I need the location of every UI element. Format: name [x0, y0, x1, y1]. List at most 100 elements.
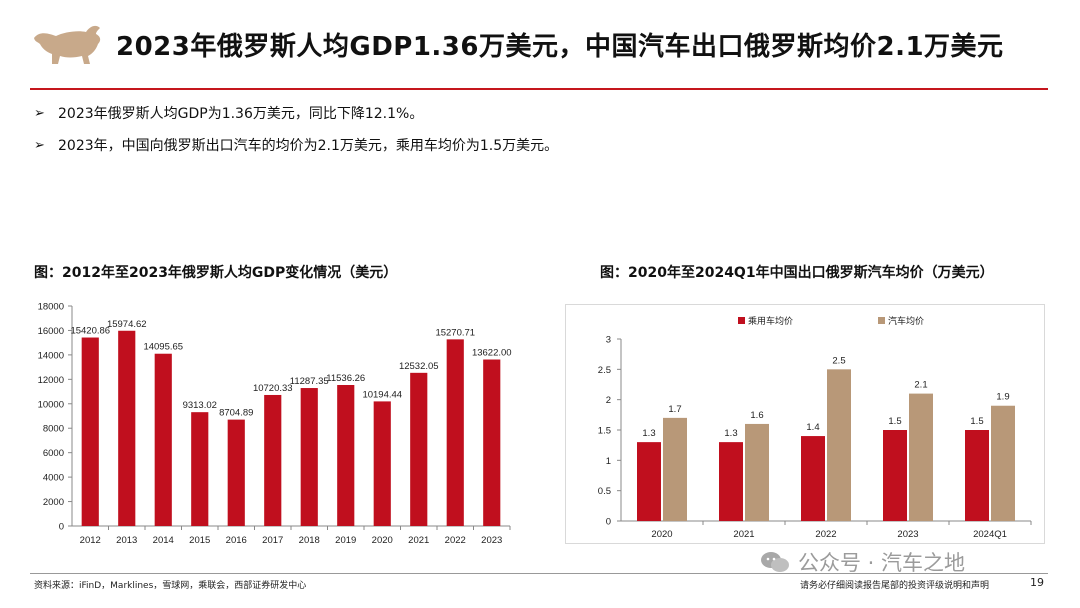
bullet-item: ➢ 2023年俄罗斯人均GDP为1.36万美元，同比下降12.1%。 — [34, 98, 558, 130]
y-tick-label: 3 — [606, 335, 611, 346]
bullet-text: 2023年，中国向俄罗斯出口汽车的均价为2.1万美元，乘用车均价为1.5万美元。 — [58, 138, 559, 154]
bar — [373, 401, 391, 526]
bar — [446, 339, 464, 526]
data-label: 1.7 — [668, 404, 681, 415]
y-tick-label: 6000 — [43, 448, 64, 459]
x-tick-label: 2021 — [408, 535, 429, 546]
x-tick-label: 2012 — [80, 535, 101, 546]
bar — [801, 436, 825, 521]
data-label: 10194.44 — [362, 389, 402, 400]
data-label: 10720.33 — [253, 383, 293, 394]
bar — [663, 417, 687, 521]
x-tick-label: 2017 — [262, 535, 283, 546]
data-label: 11287.35 — [290, 376, 329, 387]
bar — [991, 405, 1015, 521]
bullet-text: 2023年俄罗斯人均GDP为1.36万美元，同比下降12.1%。 — [58, 106, 424, 122]
source-note: 资料来源：iFinD，Marklines，雪球网，乘联会，西部证券研发中心 — [34, 581, 307, 591]
x-tick-label: 2020 — [372, 535, 393, 546]
bar — [410, 372, 428, 526]
data-label: 1.3 — [724, 428, 737, 439]
data-label: 8704.89 — [219, 408, 253, 419]
y-tick-label: 14000 — [38, 350, 64, 361]
title-divider — [30, 88, 1048, 90]
bar — [191, 412, 209, 526]
bar — [965, 430, 989, 521]
bar — [827, 369, 851, 521]
bar — [300, 388, 318, 526]
data-label: 13622.00 — [472, 348, 512, 359]
x-tick-label: 2022 — [815, 529, 836, 540]
y-tick-label: 16000 — [38, 326, 64, 337]
footer-divider — [30, 573, 1048, 574]
bullet-item: ➢ 2023年，中国向俄罗斯出口汽车的均价为2.1万美元，乘用车均价为1.5万美… — [34, 130, 558, 162]
x-tick-label: 2023 — [481, 535, 502, 546]
x-tick-label: 2022 — [445, 535, 466, 546]
y-tick-label: 12000 — [38, 375, 64, 386]
bull-logo-icon — [34, 25, 101, 64]
y-tick-label: 10000 — [38, 399, 64, 410]
y-tick-label: 1.5 — [598, 426, 611, 437]
legend-label: 乘用车均价 — [748, 315, 793, 326]
bar — [81, 337, 99, 526]
bar — [883, 430, 907, 521]
y-tick-label: 4000 — [43, 473, 64, 484]
gdp-bar-chart: 0 2000 4000 6000 8000 10000 12000 14000 16000 180… — [38, 302, 512, 547]
y-tick-label: 2 — [606, 395, 611, 406]
y-tick-label: 0 — [606, 517, 611, 528]
arrow-bullet-icon: ➢ — [34, 138, 45, 153]
disclaimer: 请务必仔细阅读报告尾部的投资评级说明和声明 — [800, 581, 990, 591]
x-tick-label: 2024Q1 — [973, 529, 1007, 540]
x-tick-label: 2013 — [116, 535, 137, 546]
x-tick-label: 2014 — [153, 535, 174, 546]
watermark: 公众号 · 汽车之地 — [760, 547, 965, 577]
bar — [264, 394, 282, 526]
arrow-bullet-icon: ➢ — [34, 106, 45, 121]
page-title: 2023年俄罗斯人均GDP1.36万美元，中国汽车出口俄罗斯均价2.1万美元 — [116, 32, 1004, 62]
legend-swatch — [738, 317, 745, 324]
watermark-text: 公众号 · 汽车之地 — [798, 551, 966, 575]
legend-label: 汽车均价 — [888, 315, 924, 326]
y-tick-label: 8000 — [43, 424, 64, 435]
data-label: 15270.71 — [435, 327, 475, 338]
x-tick-label: 2015 — [189, 535, 210, 546]
legend-swatch — [878, 317, 885, 324]
y-tick-label: 2.5 — [598, 365, 611, 376]
data-label: 14095.65 — [143, 342, 183, 353]
bar — [118, 330, 136, 526]
bar — [745, 423, 769, 521]
data-label: 15974.62 — [107, 319, 147, 330]
data-label: 11536.26 — [326, 373, 365, 384]
y-tick-label: 18000 — [38, 302, 64, 313]
data-label: 2.1 — [914, 380, 927, 391]
data-label: 1.9 — [996, 392, 1009, 403]
y-tick-label: 0 — [59, 522, 64, 533]
bar — [227, 419, 245, 526]
data-label: 1.3 — [642, 428, 655, 439]
data-label: 1.4 — [806, 422, 819, 433]
x-tick-label: 2021 — [733, 529, 754, 540]
chart-title-export-price: 图：2020年至2024Q1年中国出口俄罗斯汽车均价（万美元） — [600, 265, 994, 281]
bar — [154, 353, 172, 526]
page-number: 19 — [1030, 576, 1044, 589]
wechat-icon — [761, 552, 789, 572]
bullet-list: ➢ 2023年俄罗斯人均GDP为1.36万美元，同比下降12.1%。 ➢ 202… — [34, 98, 558, 162]
x-tick-label: 2016 — [226, 535, 247, 546]
data-label: 1.5 — [888, 416, 901, 427]
x-tick-label: 2023 — [897, 529, 918, 540]
chart-title-gdp: 图：2012年至2023年俄罗斯人均GDP变化情况（美元） — [34, 265, 398, 281]
bar — [483, 359, 501, 526]
y-tick-label: 2000 — [43, 497, 64, 508]
bar — [637, 442, 661, 521]
bar — [719, 442, 743, 521]
data-label: 15420.86 — [70, 326, 110, 337]
export-price-bar-chart: 0 0.5 1 1.5 2 2.5 3 乘用车均价 汽车均价 1.3 1.7 2020 1.3 1.6 20… — [565, 304, 1045, 544]
data-label: 1.5 — [970, 416, 983, 427]
bar — [909, 393, 933, 521]
x-tick-label: 2019 — [335, 535, 356, 546]
data-label: 9313.02 — [183, 400, 217, 411]
x-tick-label: 2020 — [651, 529, 672, 540]
data-label: 12532.05 — [399, 361, 439, 372]
y-tick-label: 1 — [606, 456, 611, 467]
x-tick-label: 2018 — [299, 535, 320, 546]
bar — [337, 385, 355, 526]
